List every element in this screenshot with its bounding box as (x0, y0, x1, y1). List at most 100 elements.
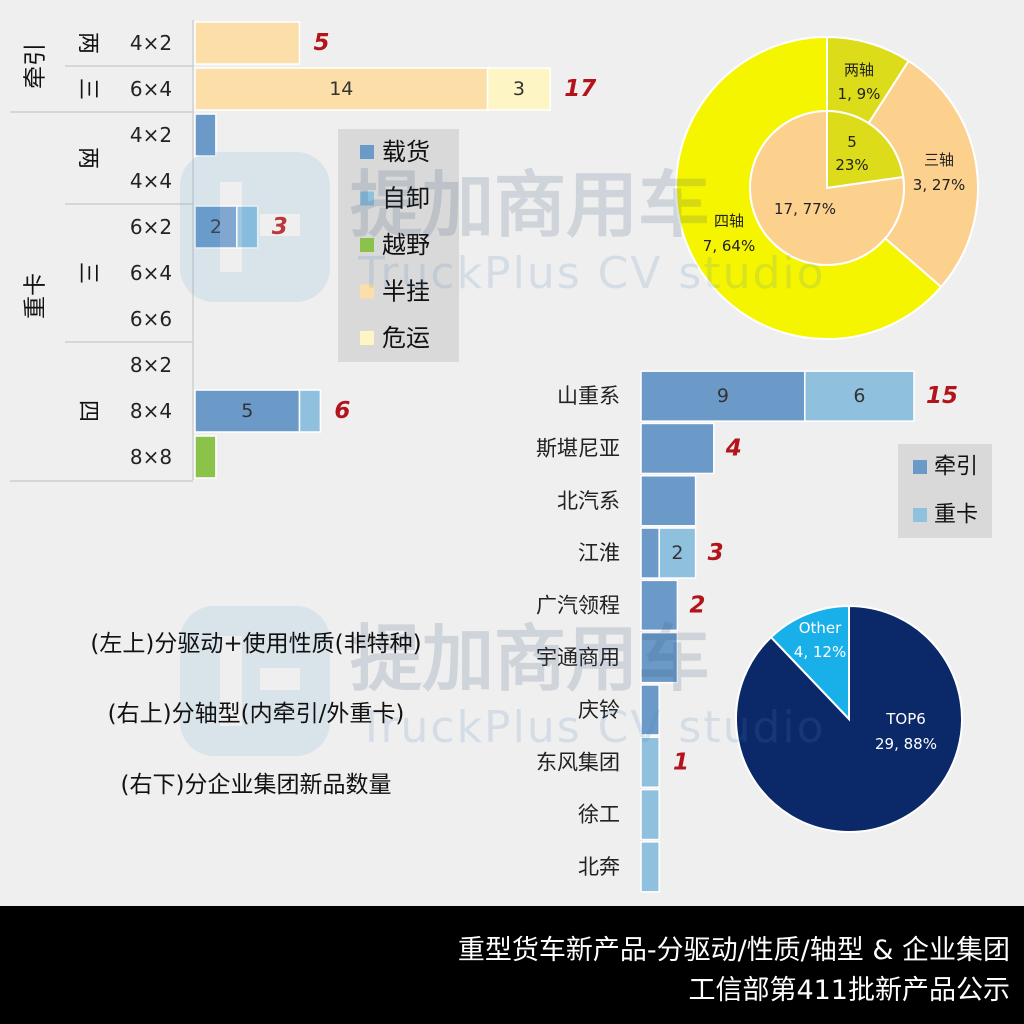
slice-label: 四轴 (714, 212, 744, 230)
total-label: 5 (314, 30, 330, 56)
legend-label: 半挂 (382, 278, 430, 306)
caption-top-left: (左上)分驱动+使用性质(非特种) (90, 631, 422, 657)
total-label: 15 (926, 383, 958, 409)
legend-label: 载货 (382, 138, 430, 166)
category-label: 山重系 (557, 384, 620, 408)
bar-segment (640, 631, 679, 684)
category-label: 江淮 (578, 541, 620, 565)
slice-label: 两轴 (844, 61, 874, 79)
data-label: 3 (513, 78, 525, 100)
slice-value: 29, 88% (875, 735, 937, 753)
legend-label: 重卡 (934, 503, 978, 528)
axle-label: 四 (75, 400, 100, 422)
donut-inner-slice (749, 109, 905, 266)
bar-segment (640, 422, 715, 475)
drive-type-bar-chart: 两三牵引两三四重卡4×256×4143174×24×46×2236×46×68×… (10, 20, 596, 482)
legend-swatch (360, 284, 374, 299)
category-label: 广汽领程 (536, 593, 620, 617)
axle-label: 三 (75, 262, 100, 284)
data-label: 5 (241, 400, 253, 422)
bar-segment (236, 205, 259, 249)
slice-label: 5 (847, 133, 857, 151)
legend-box (898, 444, 992, 538)
footer-title: 重型货车新产品-分驱动/性质/轴型 & 企业集团 (457, 935, 1010, 966)
data-label: 6 (853, 385, 865, 407)
slice-value: 3, 27% (913, 176, 965, 194)
donut-inner-slice (826, 109, 905, 190)
slice-label: Other (799, 619, 842, 637)
drive-label: 4×4 (130, 169, 172, 193)
bar-segment (640, 370, 806, 422)
axle-label: 三 (75, 78, 100, 100)
logo-shape (220, 182, 242, 272)
bar-segment (194, 67, 489, 111)
legend-label: 自卸 (382, 185, 430, 213)
bar-segment (194, 113, 217, 157)
total-label: 6 (334, 398, 350, 424)
drive-label: 8×4 (130, 399, 172, 423)
legend-label: 危运 (382, 324, 430, 352)
bar-segment (486, 67, 552, 111)
drive-label: 6×2 (130, 215, 172, 239)
legend-label: 牵引 (934, 455, 978, 480)
watermark-logo (180, 606, 330, 756)
slice-value: 23% (835, 156, 868, 174)
legend-swatch (360, 238, 374, 252)
drive-label: 6×6 (130, 307, 172, 331)
logo-shape (180, 152, 330, 302)
bar-segment (194, 205, 238, 249)
bar-segment (640, 736, 660, 788)
watermark-text: 提加商用车 (350, 617, 710, 701)
category-label: 庆铃 (578, 698, 620, 722)
legend-swatch (913, 460, 927, 474)
group-label: 重卡 (23, 273, 49, 319)
slice-value: 1, 9% (838, 85, 881, 103)
pie-slice (769, 604, 850, 722)
legend-box (338, 129, 459, 362)
logo-shape (260, 668, 300, 690)
watermark-subtext: TruckPlus CV studio (357, 702, 826, 753)
category-label: 东风集团 (536, 750, 620, 774)
drive-label: 8×8 (130, 445, 172, 469)
bar-segment (194, 21, 301, 65)
category-label: 徐工 (578, 803, 620, 827)
total-label: 2 (689, 592, 705, 618)
bar-segment (640, 788, 660, 841)
category-label: 北汽系 (557, 489, 620, 513)
data-label: 2 (210, 216, 222, 238)
group-label: 牵引 (23, 43, 49, 89)
bar-segment (194, 435, 217, 479)
drive-label: 8×2 (130, 353, 172, 377)
drive-label: 6×4 (130, 77, 172, 101)
bar-segment (298, 389, 322, 433)
legend-swatch (360, 191, 374, 206)
data-label: 14 (329, 78, 353, 100)
bar-segment (640, 475, 697, 527)
bar-segment (640, 579, 679, 632)
drive-label: 4×2 (130, 31, 172, 55)
drive-label: 4×2 (130, 123, 172, 147)
watermark-logo (180, 152, 330, 302)
axle-label: 两 (75, 147, 100, 169)
data-label: 9 (717, 385, 729, 407)
category-label: 北奔 (578, 855, 620, 879)
total-label: 3 (272, 214, 288, 240)
bar-segment (194, 389, 301, 433)
axle-type-donut-chart: 两轴 1, 9% 三轴 3, 27% 四轴 7, 64% 5 23% 17, 77% (675, 35, 979, 340)
legend-label: 越野 (382, 231, 430, 259)
slice-label: 三轴 (924, 151, 954, 169)
category-label: 宇通商用 (536, 646, 620, 670)
legend-swatch (360, 331, 374, 345)
top6-share-pie-chart: TOP6 29, 88% Other 4, 12% (735, 604, 963, 833)
footer-banner: 重型货车新产品-分驱动/性质/轴型 & 企业集团 工信部第411批新产品公示 (0, 906, 1024, 1024)
bar-segment (640, 684, 660, 736)
category-label: 斯堪尼亚 (536, 436, 620, 460)
bar-segment (658, 527, 697, 579)
legend-swatch (360, 145, 374, 159)
caption-top-right: (右上)分轴型(内牵引/外重卡) (107, 701, 405, 727)
footer-subtitle: 工信部第411批新产品公示 (688, 975, 1010, 1006)
